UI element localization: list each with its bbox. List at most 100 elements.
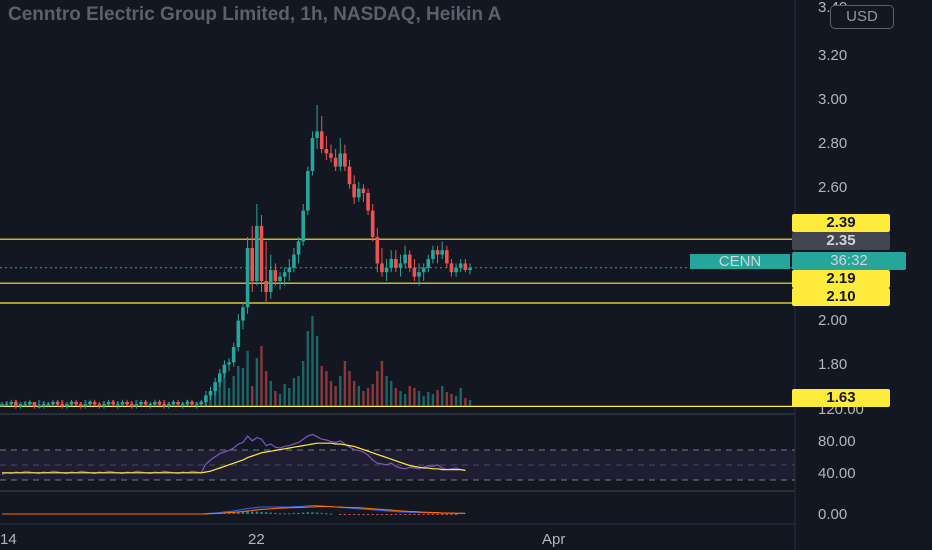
volume-bar [84,400,87,406]
volume-bar [218,378,221,406]
candle-body [259,226,264,281]
volume-bar [269,381,272,406]
macd-histogram-bar [413,514,416,515]
volume-bar [366,388,370,406]
currency-button[interactable]: USD [830,5,894,29]
macd-histogram-bar [306,512,310,514]
volume-bar [339,376,342,406]
macd-histogram-bar [343,514,347,515]
candle-body [194,404,199,406]
macd-histogram-bar [390,514,393,516]
candle-body [14,402,18,407]
candle-body [431,250,435,259]
volume-bar [450,394,453,406]
candle-body [102,404,106,407]
volume-bar [223,371,226,406]
candle-body [417,272,421,277]
volume-bar [315,336,319,406]
macd-histogram-bar [399,514,402,515]
candle-body [65,404,69,407]
volume-bar [306,331,310,406]
candle-body [329,153,333,158]
candle-body [55,402,60,405]
candle-body [139,402,143,405]
macd-histogram-bar [385,514,388,516]
macd-axis-label: 0.00 [818,506,847,523]
macd-histogram-bar [362,514,365,516]
macd-histogram-bar [417,514,421,515]
volume-bar [237,366,240,406]
candle-body [296,241,301,255]
candle-body [250,248,255,281]
symbol-label: CENN [690,254,790,269]
volume-bar [399,391,402,406]
candle-body [255,226,259,281]
candle-body [370,210,375,237]
candle-body [389,259,394,268]
volume-bar [454,396,458,406]
candle-body [92,402,97,405]
candle-body [23,404,27,406]
price-axis-label: 1.80 [818,356,847,373]
macd-histogram-bar [301,512,305,514]
candle-body [37,406,41,408]
candle-body [384,267,389,273]
price-tag-level: 1.63 [792,389,890,407]
candle-body [356,188,361,198]
candle-body [343,153,347,167]
macd-histogram-bar [440,514,444,515]
macd-histogram-bar [246,511,249,514]
candle-body [282,272,287,277]
candle-body [310,138,315,171]
candle-body [287,267,292,273]
volume-bar [19,402,22,406]
candle-body [204,395,208,402]
volume-bar [408,386,411,406]
volume-bar [394,388,398,406]
candle-body [426,259,431,268]
volume-bar [232,376,235,406]
macd-histogram-bar [232,511,235,514]
macd-histogram-bar [241,511,245,514]
volume-bar [292,378,296,406]
candle-body [41,404,46,407]
rsi-line [1,433,466,475]
volume-bar [255,358,259,406]
candle-body [268,270,273,292]
macd-histogram-bar [403,514,407,515]
candle-body [171,402,176,405]
macd-histogram-bar [297,512,300,514]
candle-body [213,382,217,391]
volume-bar [431,394,435,406]
candle-body [83,404,88,407]
volume-bar [274,391,277,406]
candle-body [4,404,9,406]
candle-body [143,402,148,405]
candle-body [125,402,129,405]
candle-body [338,153,343,167]
volume-bar [246,351,249,406]
rsi-axis-label: 80.00 [818,433,856,450]
volume-bar [301,361,305,406]
volume-bar [227,388,231,406]
candle-body [106,402,111,405]
candle-body [292,254,296,268]
volume-bar [325,371,328,406]
candle-body [375,237,380,264]
macd-histogram-bar [454,514,458,515]
macd-histogram-bar [260,511,263,514]
candle-body [32,402,37,407]
price-tag-level: 2.19 [792,270,890,288]
candlestick-series[interactable] [0,105,472,409]
macd-histogram-bar [371,514,374,516]
macd-histogram-bar [339,514,342,515]
volume-bar [427,392,430,406]
candle-body [421,267,426,273]
volume-bar [385,376,388,406]
chart-title: Cenntro Electric Group Limited, 1h, NASD… [8,4,502,25]
price-tag-level: 2.39 [792,214,890,232]
macd-histogram-bar [329,513,333,515]
volume-bar [37,400,41,406]
volume-bar [376,371,379,406]
